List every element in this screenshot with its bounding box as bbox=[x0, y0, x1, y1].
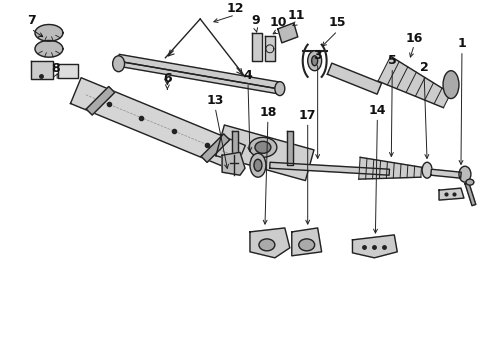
Ellipse shape bbox=[443, 71, 459, 99]
Ellipse shape bbox=[466, 179, 474, 185]
Text: 12: 12 bbox=[226, 3, 244, 15]
Text: 17: 17 bbox=[299, 109, 317, 122]
Text: 6: 6 bbox=[163, 72, 172, 85]
Polygon shape bbox=[118, 54, 280, 89]
Polygon shape bbox=[232, 131, 238, 165]
Polygon shape bbox=[35, 40, 63, 57]
Ellipse shape bbox=[422, 162, 432, 178]
Ellipse shape bbox=[249, 138, 277, 157]
Ellipse shape bbox=[459, 166, 471, 182]
Ellipse shape bbox=[312, 56, 318, 66]
Polygon shape bbox=[265, 36, 275, 61]
Ellipse shape bbox=[254, 159, 262, 171]
Polygon shape bbox=[378, 56, 451, 108]
Polygon shape bbox=[359, 157, 421, 179]
Text: 4: 4 bbox=[244, 69, 252, 82]
Polygon shape bbox=[327, 63, 382, 94]
Text: 18: 18 bbox=[259, 106, 276, 119]
Text: 5: 5 bbox=[388, 54, 397, 67]
Text: 16: 16 bbox=[406, 32, 423, 45]
Polygon shape bbox=[35, 24, 63, 41]
Polygon shape bbox=[31, 61, 53, 78]
Text: 8: 8 bbox=[51, 62, 60, 75]
Polygon shape bbox=[216, 125, 314, 181]
Text: 9: 9 bbox=[252, 14, 260, 27]
Polygon shape bbox=[252, 33, 262, 61]
Text: 11: 11 bbox=[288, 9, 305, 22]
Ellipse shape bbox=[113, 56, 124, 72]
Polygon shape bbox=[287, 131, 293, 165]
Text: 10: 10 bbox=[269, 17, 287, 30]
Ellipse shape bbox=[299, 239, 315, 251]
Polygon shape bbox=[352, 235, 397, 258]
Text: 2: 2 bbox=[420, 61, 429, 74]
Polygon shape bbox=[58, 64, 78, 78]
Polygon shape bbox=[118, 61, 280, 94]
Polygon shape bbox=[465, 183, 476, 206]
Ellipse shape bbox=[275, 82, 285, 95]
Polygon shape bbox=[250, 228, 290, 258]
Text: 14: 14 bbox=[368, 104, 386, 117]
Polygon shape bbox=[201, 134, 230, 162]
Ellipse shape bbox=[308, 51, 321, 71]
Ellipse shape bbox=[259, 239, 275, 251]
Text: 3: 3 bbox=[313, 49, 322, 62]
Polygon shape bbox=[222, 152, 245, 175]
Text: 15: 15 bbox=[329, 17, 346, 30]
Text: 13: 13 bbox=[206, 94, 224, 107]
Polygon shape bbox=[431, 169, 461, 178]
Polygon shape bbox=[86, 86, 115, 115]
Ellipse shape bbox=[255, 141, 271, 153]
Polygon shape bbox=[439, 188, 464, 200]
Text: 1: 1 bbox=[458, 37, 466, 50]
Polygon shape bbox=[292, 228, 321, 256]
Ellipse shape bbox=[250, 153, 266, 177]
Text: 7: 7 bbox=[26, 14, 35, 27]
Polygon shape bbox=[270, 162, 390, 175]
Polygon shape bbox=[71, 78, 245, 171]
Polygon shape bbox=[278, 23, 298, 43]
